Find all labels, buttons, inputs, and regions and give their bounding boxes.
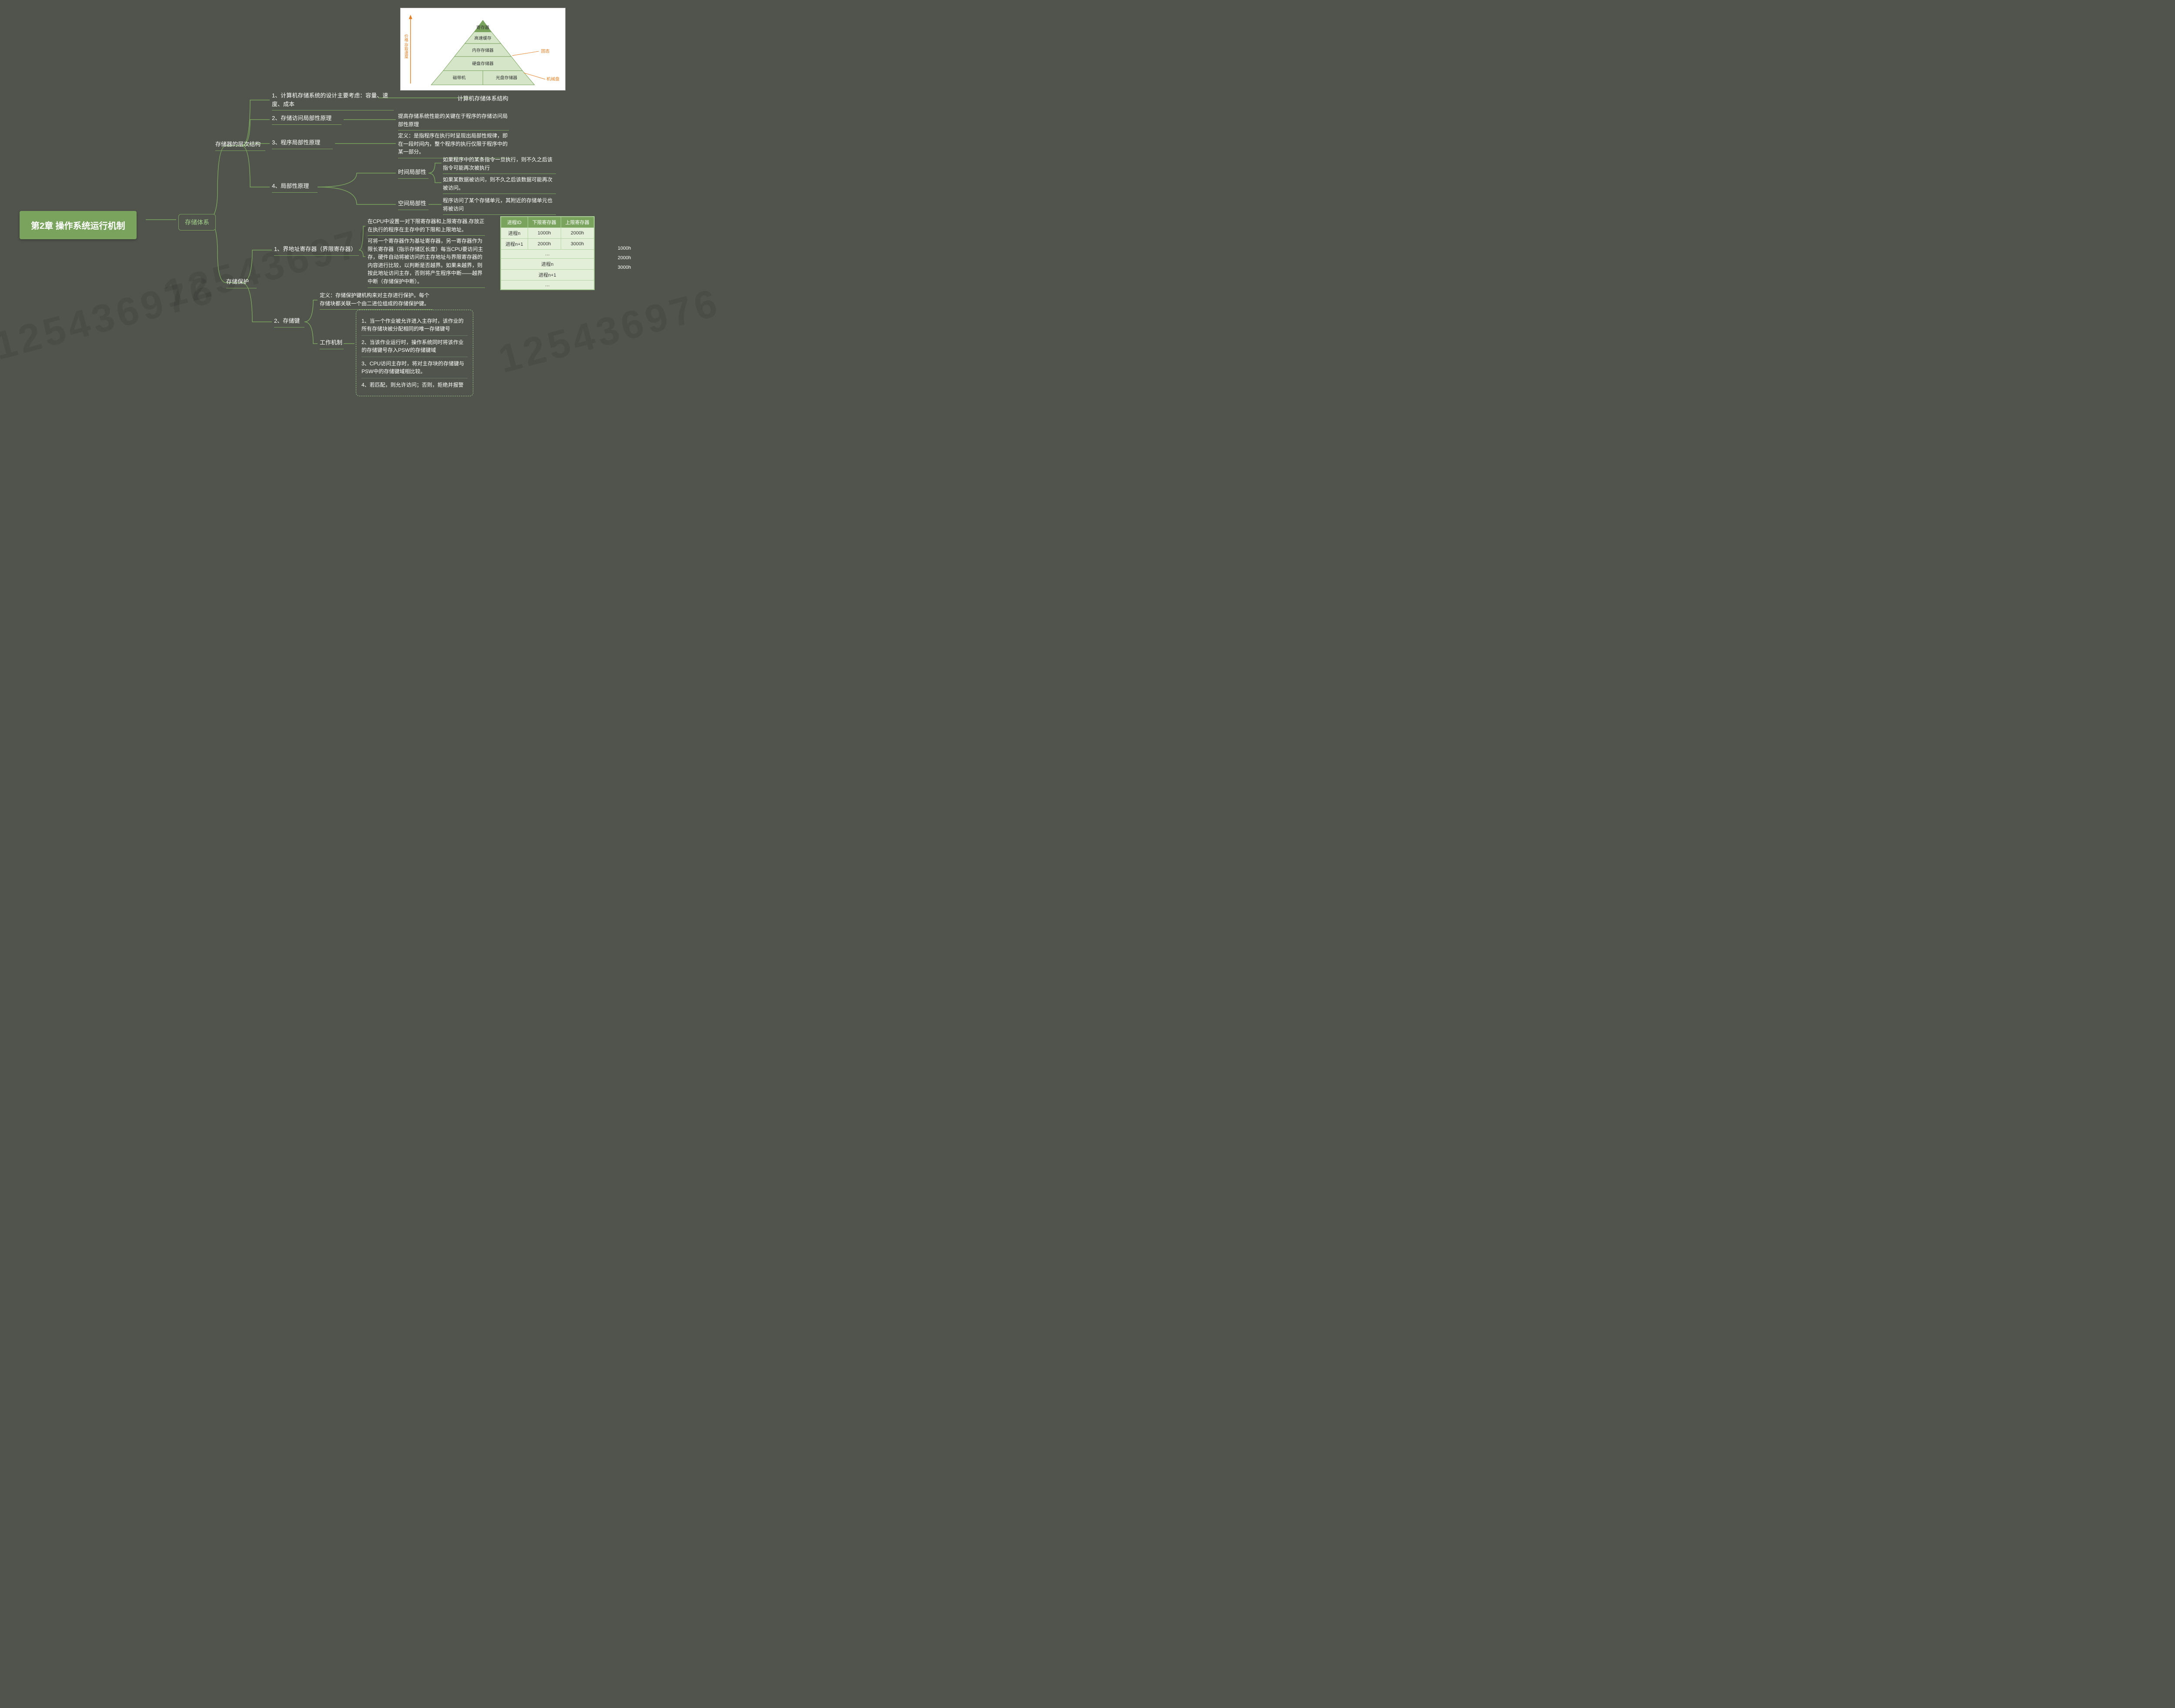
svg-text:磁带机: 磁带机 xyxy=(453,75,466,80)
svg-text:寄存器: 寄存器 xyxy=(476,24,489,30)
work-item: 1、当一个作业被允许进入主存时，该作业的所有存储块被分配相同的唯一存储键号 xyxy=(361,314,468,336)
branch-protection: 存储保护 xyxy=(226,277,257,288)
h4-space-1: 程序访问了某个存储单元，其附近的存储单元也将被访问 xyxy=(443,197,556,215)
work-item: 4、若匹配，则允许访问；否则，拒绝并报警 xyxy=(361,378,468,391)
reg-th: 进程ID xyxy=(501,217,528,228)
watermark: 125436976 xyxy=(494,280,725,382)
reg-th: 下限寄存器 xyxy=(528,217,561,228)
h4-time-2: 如果某数据被访问，则不久之后该数据可能再次被访问。 xyxy=(443,176,556,194)
h2: 2、存储访问局部性原理 xyxy=(272,114,341,125)
p1: 1、界地址寄存器（界限寄存器） xyxy=(274,245,359,256)
watermark: 125436976 xyxy=(0,267,221,369)
svg-text:价格·存取速度: 价格·存取速度 xyxy=(404,34,408,59)
reg-th: 上限寄存器 xyxy=(561,217,594,228)
h3: 3、程序局部性原理 xyxy=(272,138,333,149)
hub-node: 存储体系 xyxy=(178,214,216,231)
p2-def: 定义：存储保护键机构来对主存进行保护。每个存储块都关联一个由二进位组成的存储保护… xyxy=(320,291,433,310)
p1-a: 在CPU中设置一对下限寄存器和上限寄存器,存放正在执行的程序在主存中的下限和上限… xyxy=(368,217,485,236)
register-table: 进程ID 下限寄存器 上限寄存器 进程n1000h2000h 进程n+12000… xyxy=(500,216,595,290)
h1: 1、计算机存储系统的设计主要考虑：容量、速度、成本 xyxy=(272,91,394,110)
h3-leaf: 定义：是指程序在执行时呈现出局部性规律，即在一段时间内，整个程序的执行仅限于程序… xyxy=(398,132,511,158)
h4-time: 时间局部性 xyxy=(398,168,428,179)
h2-leaf: 提高存储系统性能的关键在于程序的存储访问局部性原理 xyxy=(398,112,509,130)
h4: 4、局部性原理 xyxy=(272,182,318,193)
pyramid-caption: 计算机存储体系结构 xyxy=(400,94,566,102)
root-node: 第2章 操作系统运行机制 xyxy=(20,211,137,239)
p2-work: 工作机制 xyxy=(320,338,344,349)
work-item: 2、当该作业运行时，操作系统同时将该作业的存储键号存入PSW的存储键域 xyxy=(361,336,468,357)
svg-text:机械盘: 机械盘 xyxy=(546,76,559,82)
svg-text:固态: 固态 xyxy=(541,48,550,54)
work-mechanism-group: 1、当一个作业被允许进入主存时，该作业的所有存储块被分配相同的唯一存储键号 2、… xyxy=(356,310,473,396)
p2: 2、存储键 xyxy=(274,317,304,328)
h4-space: 空间局部性 xyxy=(398,199,428,210)
h4-time-1: 如果程序中的某条指令一旦执行，则不久之后该指令可能再次被执行 xyxy=(443,156,556,174)
work-item: 3、CPU访问主存时，将对主存块的存储键与PSW中的存储键域相比较。 xyxy=(361,357,468,378)
svg-text:高速缓存: 高速缓存 xyxy=(474,35,492,41)
reg-side-labels: 1000h 2000h 3000h xyxy=(618,244,631,272)
pyramid-figure: 价格·存取速度 寄存器 高速缓存 内存存储器 硬盘存储器 磁带机 光盘存储器 固… xyxy=(400,8,566,90)
svg-text:光盘存储器: 光盘存储器 xyxy=(496,75,518,80)
p1-b: 可将一个寄存器作为基址寄存器，另一寄存器作为限长寄存器（指示存储区长度）每当CP… xyxy=(368,237,485,288)
svg-text:硬盘存储器: 硬盘存储器 xyxy=(472,61,494,67)
svg-text:内存存储器: 内存存储器 xyxy=(472,47,494,53)
branch-hierarchy: 存储器的层次结构 xyxy=(215,140,265,151)
